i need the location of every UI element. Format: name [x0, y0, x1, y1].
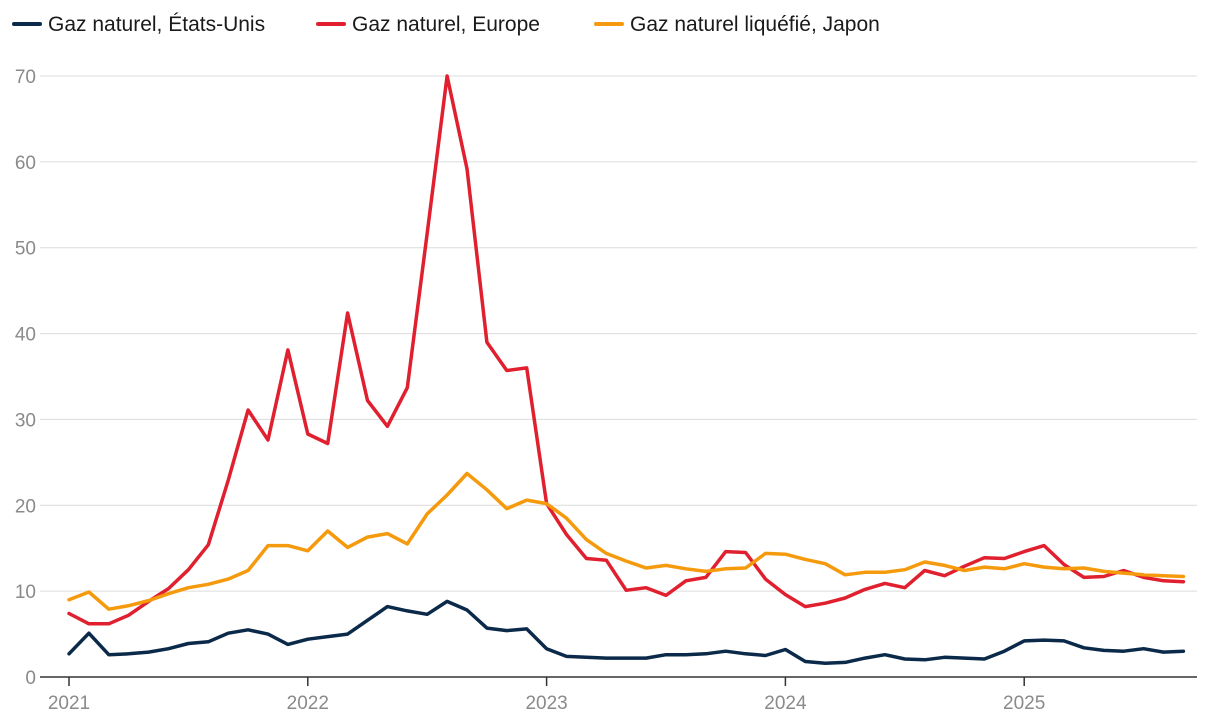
x-tick-label: 2022 [287, 693, 329, 714]
series-lines [67, 74, 1186, 666]
legend-label: Gaz naturel, États-Unis [48, 13, 265, 36]
x-tick-label: 2025 [1003, 693, 1045, 714]
y-tick-label: 30 [15, 410, 36, 431]
x-tick-label: 2021 [48, 693, 90, 714]
y-tick-label: 20 [15, 496, 36, 517]
y-tick-label: 70 [15, 67, 36, 88]
legend-label: Gaz naturel, Europe [352, 13, 540, 36]
gridlines [40, 75, 1197, 592]
legend-label: Gaz naturel liquéfié, Japon [630, 13, 880, 36]
x-axis: 2021 2022 2023 2024 2025 [40, 676, 1197, 714]
series-line-3 [67, 471, 1186, 611]
y-axis-tick-labels: 0 10 20 30 40 50 60 70 [15, 67, 36, 689]
y-tick-label: 40 [15, 325, 36, 346]
series-line-2 [67, 74, 1186, 626]
x-tick-label: 2023 [525, 693, 567, 714]
y-tick-label: 10 [15, 582, 36, 603]
series-line-1 [67, 599, 1186, 666]
y-tick-label: 60 [15, 153, 36, 174]
y-tick-label: 0 [25, 668, 36, 689]
x-tick-label: 2024 [764, 693, 807, 714]
y-tick-label: 50 [15, 239, 36, 260]
legend: Gaz naturel, États-Unis Gaz naturel, Euro… [12, 13, 880, 36]
